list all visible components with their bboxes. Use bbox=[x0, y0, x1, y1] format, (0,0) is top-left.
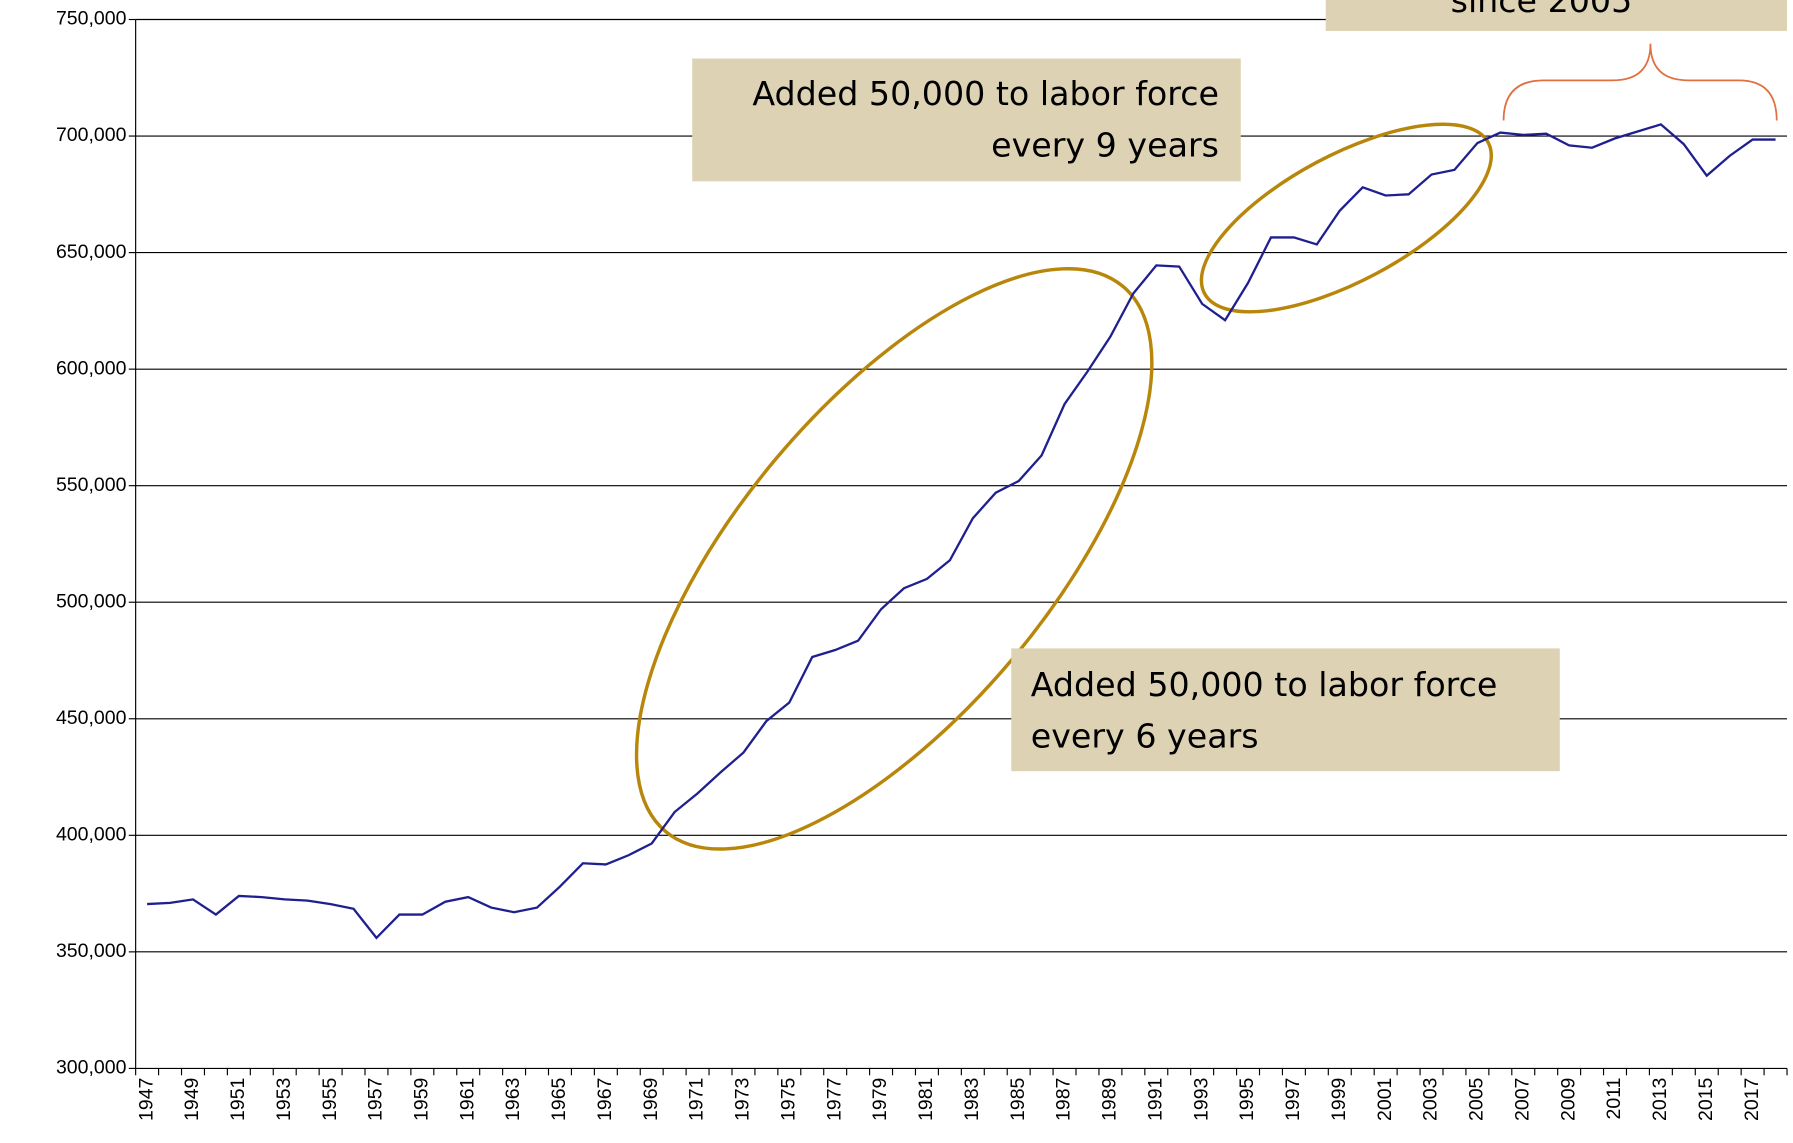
x-tick-label: 1997 bbox=[1282, 1078, 1304, 1121]
x-tick-label: 1957 bbox=[365, 1078, 387, 1121]
x-tick-label: 1995 bbox=[1236, 1077, 1258, 1121]
x-tick-label: 1959 bbox=[411, 1078, 433, 1121]
annotation-box bbox=[1325, 0, 1788, 31]
x-tick-label: 1975 bbox=[777, 1077, 799, 1121]
x-tick-label: 1963 bbox=[502, 1078, 524, 1121]
y-tick-label: 350,000 bbox=[56, 940, 127, 962]
annotation-text: Added 50,000 to labor force bbox=[1031, 665, 1498, 704]
x-tick-label: 1979 bbox=[869, 1078, 891, 1121]
data-line bbox=[147, 123, 1776, 940]
y-tick-label: 550,000 bbox=[56, 474, 127, 496]
y-tick-label: 750,000 bbox=[56, 8, 127, 30]
x-tick-label: 1953 bbox=[273, 1078, 295, 1121]
x-tick-label: 1949 bbox=[181, 1078, 203, 1121]
x-tick-label: 1955 bbox=[319, 1077, 341, 1121]
x-tick-label: 2013 bbox=[1649, 1078, 1671, 1121]
x-tick-label: 1951 bbox=[227, 1078, 249, 1121]
x-tick-label: 2007 bbox=[1511, 1078, 1533, 1121]
x-tick-label: 2017 bbox=[1741, 1078, 1763, 1121]
x-tick-label: 1989 bbox=[1099, 1078, 1121, 1121]
y-tick-label: 400,000 bbox=[56, 823, 127, 845]
x-tick-label: 1983 bbox=[961, 1078, 983, 1121]
y-tick-label: 650,000 bbox=[56, 241, 127, 263]
x-tick-label: 2015 bbox=[1695, 1077, 1717, 1121]
x-tick-label: 1977 bbox=[823, 1078, 845, 1121]
y-tick-label: 300,000 bbox=[56, 1057, 127, 1079]
highlight-ellipse bbox=[634, 267, 1154, 851]
annotation-box bbox=[692, 58, 1241, 182]
x-tick-label: 2009 bbox=[1557, 1078, 1579, 1121]
x-tick-label: 1969 bbox=[640, 1078, 662, 1121]
x-tick-label: 1985 bbox=[1007, 1077, 1029, 1121]
x-tick-label: 1993 bbox=[1190, 1078, 1212, 1121]
x-tick-label: 2005 bbox=[1466, 1077, 1488, 1121]
x-tick-label: 1981 bbox=[915, 1078, 937, 1121]
x-tick-label: 1991 bbox=[1144, 1078, 1166, 1121]
x-tick-label: 2001 bbox=[1374, 1078, 1396, 1121]
x-tick-label: 1965 bbox=[548, 1077, 570, 1121]
x-tick-label: 1947 bbox=[135, 1078, 157, 1121]
x-tick-label: 1999 bbox=[1328, 1078, 1350, 1121]
highlight-ellipse bbox=[1199, 122, 1493, 314]
x-tick-label: 2011 bbox=[1603, 1078, 1625, 1120]
x-tick-label: 1971 bbox=[686, 1078, 708, 1121]
annotation-text: since 2005 bbox=[1451, 0, 1633, 20]
x-tick-label: 1967 bbox=[594, 1078, 616, 1121]
y-tick-label: 600,000 bbox=[56, 357, 127, 379]
x-tick-label: 1987 bbox=[1053, 1078, 1075, 1121]
annotation-box bbox=[1011, 648, 1560, 772]
annotation-text: Added 50,000 to labor force bbox=[752, 74, 1219, 113]
x-tick-label: 2003 bbox=[1420, 1078, 1442, 1121]
y-tick-label: 700,000 bbox=[56, 124, 127, 146]
x-tick-label: 1961 bbox=[456, 1078, 478, 1121]
y-tick-label: 500,000 bbox=[56, 590, 127, 612]
annotation-text: every 9 years bbox=[991, 125, 1219, 164]
x-tick-label: 1973 bbox=[732, 1078, 754, 1121]
annotation-text: every 6 years bbox=[1031, 716, 1259, 755]
brace bbox=[1502, 43, 1778, 121]
y-tick-label: 450,000 bbox=[56, 707, 127, 729]
